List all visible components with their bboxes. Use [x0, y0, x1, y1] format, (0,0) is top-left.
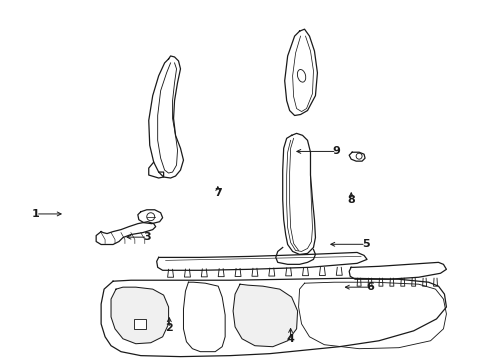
Text: 6: 6	[366, 282, 374, 292]
Polygon shape	[96, 222, 155, 244]
Bar	[134, 319, 145, 329]
Polygon shape	[148, 56, 183, 178]
Text: 2: 2	[165, 323, 173, 333]
Ellipse shape	[297, 69, 305, 82]
Text: 7: 7	[214, 188, 221, 198]
Polygon shape	[183, 282, 224, 352]
Polygon shape	[111, 287, 168, 344]
Polygon shape	[282, 133, 315, 255]
Polygon shape	[284, 29, 317, 116]
Polygon shape	[156, 252, 366, 270]
Polygon shape	[348, 262, 446, 279]
Text: 8: 8	[346, 195, 354, 204]
Text: 5: 5	[361, 239, 369, 249]
Polygon shape	[101, 278, 446, 357]
Circle shape	[146, 213, 154, 221]
Polygon shape	[233, 284, 297, 347]
Text: 9: 9	[332, 147, 340, 157]
Text: 1: 1	[32, 209, 40, 219]
Circle shape	[355, 153, 361, 159]
Text: 3: 3	[143, 232, 151, 242]
Text: 4: 4	[286, 334, 294, 344]
